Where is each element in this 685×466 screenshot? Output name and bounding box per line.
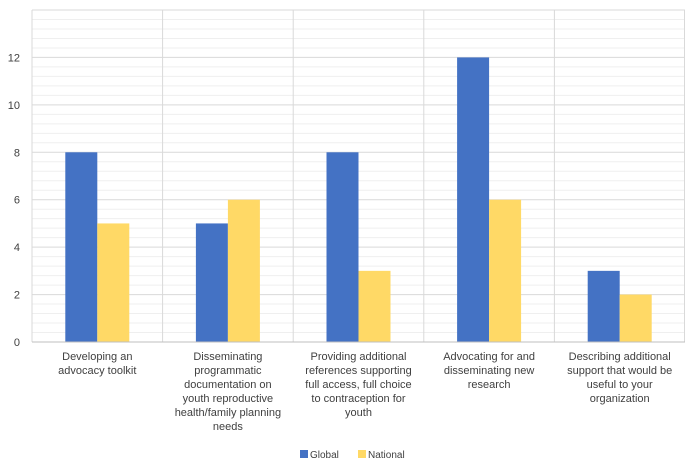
y-tick-label: 10 (8, 100, 20, 112)
bar-global (195, 223, 228, 342)
legend: Global National (300, 450, 405, 461)
y-tick-label: 12 (8, 52, 20, 64)
y-tick-label: 0 (14, 337, 20, 349)
bar-global (457, 57, 490, 343)
bar-national (227, 199, 260, 342)
y-tick-label: 8 (14, 147, 20, 159)
bar-national (619, 294, 652, 342)
legend-swatch-global (300, 450, 308, 458)
bar-national (489, 199, 522, 342)
bar-global (65, 152, 98, 342)
y-axis-ticks: 0 2 4 6 8 10 12 (8, 52, 20, 349)
category-labels: Developing an advocacy toolkit Disseminati… (58, 351, 672, 433)
bar-national (97, 223, 130, 342)
y-tick-label: 6 (14, 195, 20, 207)
legend-label-national: National (368, 450, 405, 461)
legend-swatch-national (358, 450, 366, 458)
bar-national (358, 270, 391, 342)
category-label: Developing an advocacy toolkit (58, 351, 136, 377)
bars (65, 57, 652, 343)
legend-label-global: Global (310, 450, 339, 461)
category-label: Describing additional support that would … (567, 351, 672, 405)
category-label: Providing additional references supportin… (305, 351, 411, 419)
category-label: Disseminating programmatic documentation o… (175, 351, 281, 433)
category-label: Advocating for and disseminating new resea… (443, 351, 535, 391)
bar-global (587, 270, 620, 342)
y-tick-label: 2 (14, 290, 20, 302)
y-tick-label: 4 (14, 242, 20, 254)
bar-global (326, 152, 359, 342)
